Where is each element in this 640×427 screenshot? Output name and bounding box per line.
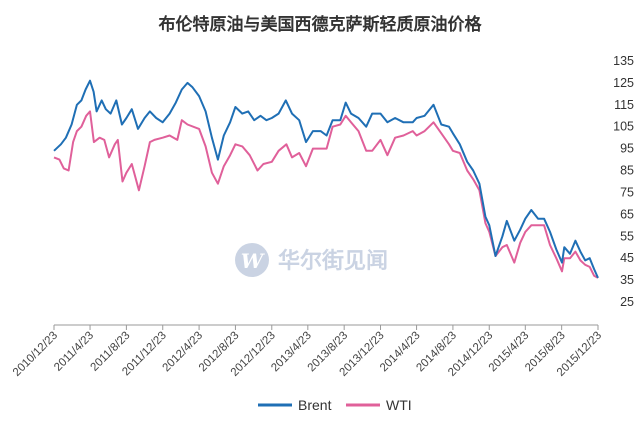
y-tick-label: 65 — [620, 207, 634, 221]
y-tick-label: 125 — [613, 76, 634, 90]
watermark-text: 华尔街见闻 — [278, 248, 388, 274]
series-line-wti — [53, 110, 599, 279]
y-tick-label: 135 — [613, 54, 634, 68]
watermark-logo-icon — [235, 243, 269, 277]
legend-label-wti: WTI — [386, 397, 412, 413]
y-tick-label: 95 — [620, 142, 634, 156]
y-tick-label: 55 — [620, 229, 634, 243]
watermark: W 华尔街见闻 — [235, 243, 388, 277]
y-tick-label: 35 — [620, 273, 634, 287]
y-tick-label: 105 — [613, 120, 634, 134]
y-tick-label: 25 — [620, 295, 634, 309]
legend: Brent WTI — [258, 397, 412, 413]
legend-label-brent: Brent — [298, 397, 332, 413]
y-tick-label: 85 — [620, 164, 634, 178]
watermark-logo-letter: W — [241, 249, 266, 273]
x-axis: 2010/12/232011/4/232011/8/232011/12/2320… — [11, 325, 604, 379]
y-tick-label: 115 — [614, 98, 634, 112]
y-tick-label: 45 — [620, 251, 634, 265]
y-tick-label: 75 — [620, 185, 634, 199]
series-layer — [53, 79, 599, 279]
x-tick-label: 2010/12/23 — [11, 330, 60, 379]
chart-title: 布伦特原油与美国西德克萨斯轻质原油价格 — [159, 14, 483, 35]
series-line-brent — [53, 79, 599, 279]
y-axis: 25 35 45 55 65 75 85 95 105 115 125 135 — [613, 54, 634, 309]
